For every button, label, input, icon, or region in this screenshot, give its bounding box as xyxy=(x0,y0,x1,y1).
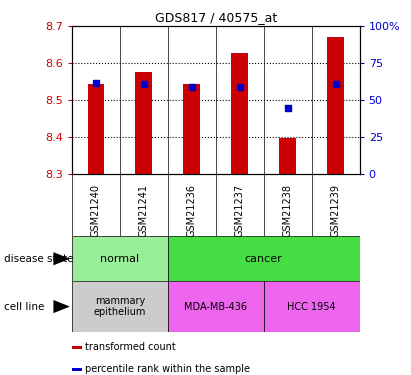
Point xyxy=(189,84,195,90)
Text: GSM21241: GSM21241 xyxy=(139,184,149,237)
Bar xyxy=(136,72,152,174)
Point xyxy=(92,80,99,86)
Bar xyxy=(88,84,104,174)
Text: GSM21240: GSM21240 xyxy=(91,184,101,237)
Bar xyxy=(72,281,168,332)
Bar xyxy=(327,37,344,174)
Bar xyxy=(72,368,82,370)
Text: GSM21238: GSM21238 xyxy=(283,184,293,237)
Text: cell line: cell line xyxy=(4,302,44,312)
Bar xyxy=(231,53,248,174)
Point xyxy=(141,81,147,87)
Text: percentile rank within the sample: percentile rank within the sample xyxy=(85,364,249,374)
Bar xyxy=(72,236,168,281)
Text: disease state: disease state xyxy=(4,254,74,264)
Text: normal: normal xyxy=(100,254,139,264)
Text: HCC 1954: HCC 1954 xyxy=(287,302,336,312)
Text: mammary
epithelium: mammary epithelium xyxy=(94,296,146,317)
Text: transformed count: transformed count xyxy=(85,342,175,352)
Bar xyxy=(72,346,82,349)
Text: cancer: cancer xyxy=(245,254,283,264)
Point xyxy=(332,81,339,87)
Bar xyxy=(168,236,360,281)
Point xyxy=(236,84,243,90)
Bar xyxy=(183,84,200,174)
Polygon shape xyxy=(53,300,70,313)
Polygon shape xyxy=(53,252,70,266)
Text: MDA-MB-436: MDA-MB-436 xyxy=(184,302,247,312)
Bar xyxy=(264,281,360,332)
Title: GDS817 / 40575_at: GDS817 / 40575_at xyxy=(155,11,277,24)
Text: GSM21239: GSM21239 xyxy=(331,184,341,237)
Text: GSM21236: GSM21236 xyxy=(187,184,197,237)
Point xyxy=(284,105,291,111)
Bar xyxy=(279,138,296,174)
Text: GSM21237: GSM21237 xyxy=(235,184,245,237)
Bar xyxy=(168,281,264,332)
